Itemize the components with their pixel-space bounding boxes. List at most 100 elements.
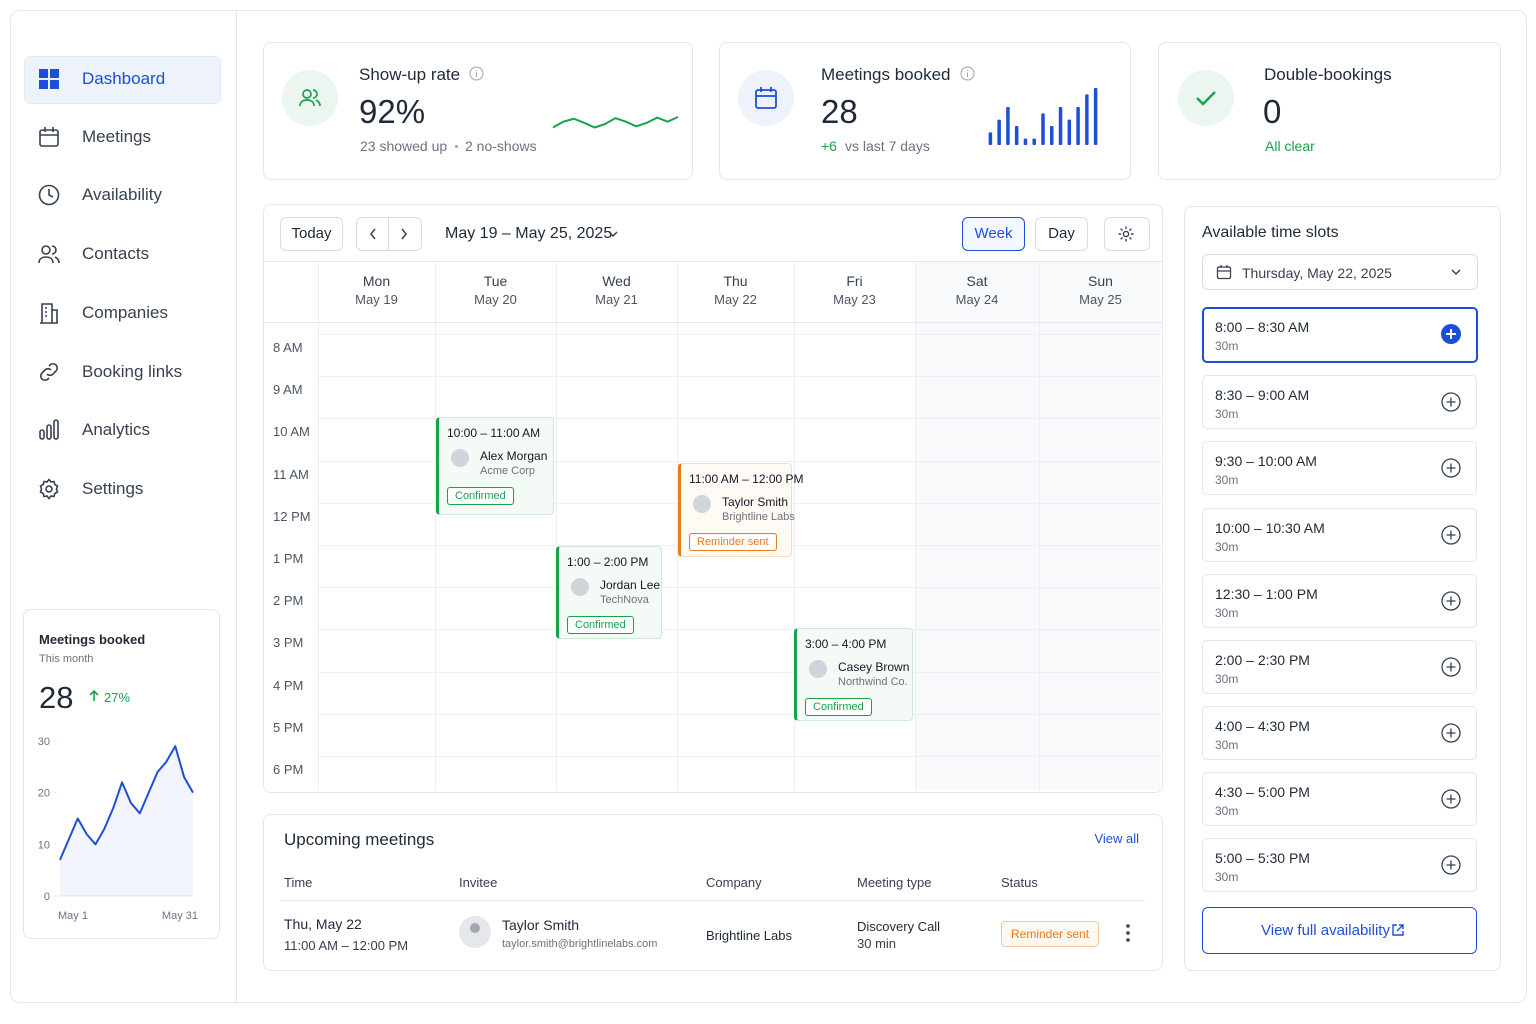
row-email: taylor.smith@brightlinelabs.com xyxy=(502,938,658,950)
stat-detail: vs last 7 days xyxy=(845,138,930,154)
header-line xyxy=(263,261,1162,262)
avatar xyxy=(809,660,827,678)
event-company: TechNova xyxy=(600,594,649,606)
nav-label: Contacts xyxy=(82,244,150,263)
date-dropdown[interactable] xyxy=(1202,254,1478,290)
stat-detail: All clear xyxy=(1265,138,1315,154)
avatar xyxy=(571,578,589,596)
event-name: Alex Morgan xyxy=(480,449,548,463)
day-name: Tue xyxy=(483,273,508,289)
day-name: Sun xyxy=(1088,273,1113,289)
stat-value: 92% xyxy=(359,93,426,130)
add-button[interactable] xyxy=(1441,789,1461,809)
event-company: Acme Corp xyxy=(480,465,536,477)
add-button[interactable] xyxy=(1441,855,1461,875)
slot-duration: 30m xyxy=(1215,540,1239,554)
time-slot[interactable] xyxy=(1202,508,1477,562)
row-company: Brightline Labs xyxy=(706,928,792,943)
status-badge: Confirmed xyxy=(805,698,872,716)
day-date: May 24 xyxy=(955,292,999,307)
table-divider xyxy=(280,900,1145,901)
add-button[interactable] xyxy=(1441,458,1461,478)
status-badge: Reminder sent xyxy=(689,533,777,551)
slot-time: 9:30 – 10:00 AM xyxy=(1215,453,1317,469)
column-header: Status xyxy=(1001,875,1038,890)
slot-time: 2:00 – 2:30 PM xyxy=(1215,652,1310,668)
chevron xyxy=(1451,269,1461,276)
card-change: 27% xyxy=(104,690,131,705)
day-date: May 20 xyxy=(474,292,517,307)
hour-line xyxy=(318,671,1161,673)
kebab[interactable] xyxy=(1124,923,1132,943)
up-arrow xyxy=(89,689,99,701)
slot-duration: 30m xyxy=(1215,672,1239,686)
stat-card xyxy=(719,42,1131,180)
icon xyxy=(38,68,60,90)
weekend-shade xyxy=(915,262,1161,790)
slot-duration: 30m xyxy=(1215,738,1239,752)
add-button[interactable] xyxy=(1441,525,1461,545)
section-title: Available time slots xyxy=(1202,224,1339,241)
hour-label: 4 PM xyxy=(273,677,304,693)
availability-button[interactable] xyxy=(1202,907,1477,954)
hour-label: 3 PM xyxy=(273,635,304,651)
prev-next[interactable] xyxy=(356,217,422,251)
card-title: Meetings booked xyxy=(39,632,146,647)
column-header: Company xyxy=(706,875,762,890)
col-line xyxy=(794,262,795,790)
time-slot[interactable] xyxy=(1202,706,1477,760)
nav-label: Dashboard xyxy=(82,69,166,88)
info-icon xyxy=(960,66,975,81)
add-button[interactable] xyxy=(1441,324,1461,344)
add-button[interactable] xyxy=(1441,723,1461,743)
add-button[interactable] xyxy=(1441,392,1461,412)
settings-button[interactable] xyxy=(1104,217,1150,251)
check-icon xyxy=(1196,91,1216,106)
icon xyxy=(38,419,60,441)
slot-duration: 30m xyxy=(1215,804,1239,818)
day-button[interactable]: Day xyxy=(1035,217,1088,251)
time-slot[interactable] xyxy=(1202,574,1477,628)
icon xyxy=(38,243,60,265)
status-badge: Reminder sent xyxy=(1001,921,1100,947)
date-range[interactable]: May 19 – May 25, 2025 xyxy=(445,225,613,242)
time-slot[interactable] xyxy=(1202,772,1477,826)
hour-label: 2 PM xyxy=(273,593,304,609)
hour-label: 10 AM xyxy=(273,424,310,440)
calendar-icon xyxy=(1216,265,1232,280)
section-title: Upcoming meetings xyxy=(284,830,435,849)
today-button[interactable]: Today xyxy=(280,217,343,251)
view-all-link[interactable]: View all xyxy=(1094,831,1139,846)
slot-time: 4:00 – 4:30 PM xyxy=(1215,718,1310,734)
event-time: 10:00 – 11:00 AM xyxy=(447,426,541,440)
add-button[interactable] xyxy=(1441,591,1461,611)
row-name: Taylor Smith xyxy=(502,917,580,933)
icon-circle xyxy=(1178,70,1234,126)
time-slot[interactable] xyxy=(1202,640,1477,694)
time-slot[interactable] xyxy=(1202,838,1477,892)
caret xyxy=(608,231,618,238)
slot-time: 10:00 – 10:30 AM xyxy=(1215,520,1325,536)
avatar xyxy=(451,449,469,467)
time-slot[interactable] xyxy=(1202,307,1478,363)
event-time: 11:00 AM – 12:00 PM xyxy=(689,472,804,486)
day-name: Sat xyxy=(966,273,988,289)
dropdown-value: Thursday, May 22, 2025 xyxy=(1242,265,1392,281)
nav-arrows xyxy=(370,228,407,240)
day-date: May 25 xyxy=(1079,292,1122,307)
slot-duration: 30m xyxy=(1215,473,1239,487)
status-badge: Confirmed xyxy=(567,616,634,634)
nav-label: Availability xyxy=(82,185,163,204)
add-button[interactable] xyxy=(1441,657,1461,677)
time-slot[interactable] xyxy=(1202,375,1477,429)
hour-line xyxy=(318,587,1161,589)
time-slot[interactable] xyxy=(1202,441,1477,495)
hour-label: 6 PM xyxy=(273,762,304,777)
nav-label: Meetings xyxy=(82,127,151,146)
slot-time: 8:30 – 9:00 AM xyxy=(1215,387,1310,403)
week-button[interactable]: Week xyxy=(962,217,1025,251)
gear-icon xyxy=(1118,226,1134,242)
hour-line xyxy=(318,629,1161,631)
hour-label: 12 PM xyxy=(273,508,311,524)
